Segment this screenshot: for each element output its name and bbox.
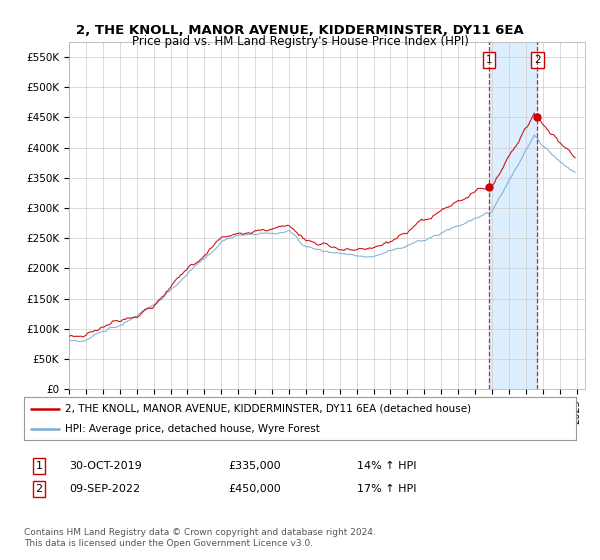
Text: 09-SEP-2022: 09-SEP-2022 <box>69 484 140 494</box>
Text: 14% ↑ HPI: 14% ↑ HPI <box>357 461 416 471</box>
Text: £450,000: £450,000 <box>228 484 281 494</box>
Text: 2, THE KNOLL, MANOR AVENUE, KIDDERMINSTER, DY11 6EA: 2, THE KNOLL, MANOR AVENUE, KIDDERMINSTE… <box>76 24 524 36</box>
Text: 30-OCT-2019: 30-OCT-2019 <box>69 461 142 471</box>
Text: Contains HM Land Registry data © Crown copyright and database right 2024.
This d: Contains HM Land Registry data © Crown c… <box>24 528 376 548</box>
Text: HPI: Average price, detached house, Wyre Forest: HPI: Average price, detached house, Wyre… <box>65 424 320 434</box>
Bar <box>489 42 538 389</box>
Text: 2: 2 <box>534 55 541 65</box>
Text: 1: 1 <box>486 55 493 65</box>
Text: 1: 1 <box>35 461 43 471</box>
Text: £335,000: £335,000 <box>228 461 281 471</box>
Text: Price paid vs. HM Land Registry's House Price Index (HPI): Price paid vs. HM Land Registry's House … <box>131 35 469 48</box>
Text: 17% ↑ HPI: 17% ↑ HPI <box>357 484 416 494</box>
Text: 2: 2 <box>35 484 43 494</box>
Text: 2, THE KNOLL, MANOR AVENUE, KIDDERMINSTER, DY11 6EA (detached house): 2, THE KNOLL, MANOR AVENUE, KIDDERMINSTE… <box>65 404 472 413</box>
